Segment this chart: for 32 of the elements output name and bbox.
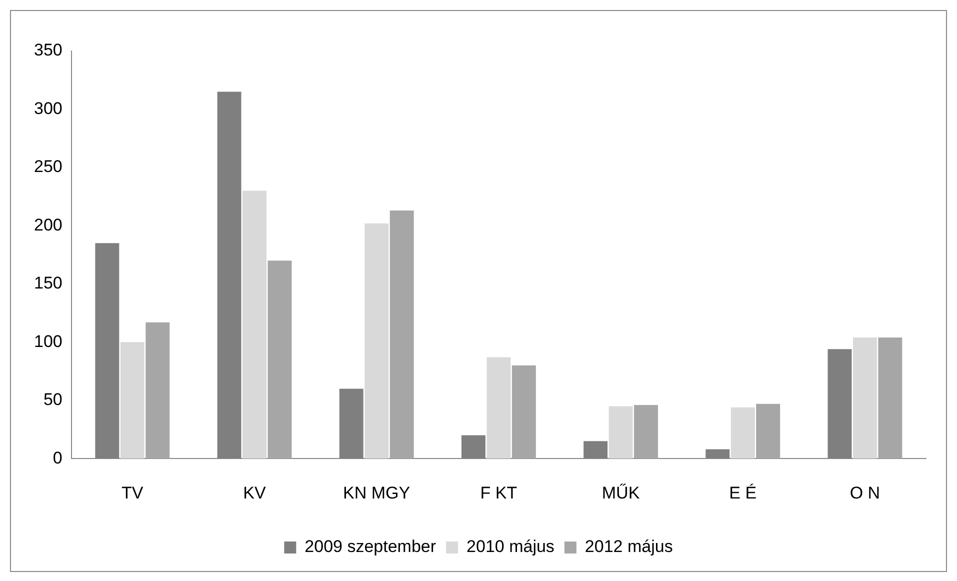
bar <box>268 260 292 459</box>
x-tick-label: KN MGY <box>343 483 410 502</box>
bar <box>120 342 144 459</box>
bar <box>756 404 780 459</box>
x-tick-label: KV <box>243 483 266 502</box>
x-tick-label: MŰK <box>602 483 640 502</box>
y-tick-label: 300 <box>34 98 62 118</box>
bar <box>512 365 536 459</box>
y-tick-label: 100 <box>34 332 62 351</box>
bar <box>242 190 266 459</box>
y-tick-label: 250 <box>34 157 62 176</box>
legend-label: 2010 május <box>466 537 554 556</box>
x-tick-label: F KT <box>480 483 518 502</box>
y-tick-label: 150 <box>34 274 62 293</box>
y-tick-label: 350 <box>34 40 62 60</box>
bar <box>364 223 389 459</box>
y-tick-label: 200 <box>34 215 62 234</box>
x-tick-label: TV <box>122 483 144 502</box>
bar <box>486 357 511 459</box>
bar <box>390 210 414 459</box>
y-tick-label: 0 <box>52 448 62 468</box>
bar <box>146 322 170 459</box>
bar <box>852 337 877 459</box>
x-tick-label: O N <box>850 483 880 502</box>
bar <box>730 407 755 459</box>
bar <box>608 406 633 459</box>
y-tick-label: 50 <box>43 390 62 410</box>
legend-label: 2012 május <box>584 537 673 556</box>
legend-label: 2009 szeptember <box>304 537 436 556</box>
x-tick-label: E É <box>729 483 757 502</box>
bar <box>634 405 658 459</box>
bar <box>878 337 902 459</box>
